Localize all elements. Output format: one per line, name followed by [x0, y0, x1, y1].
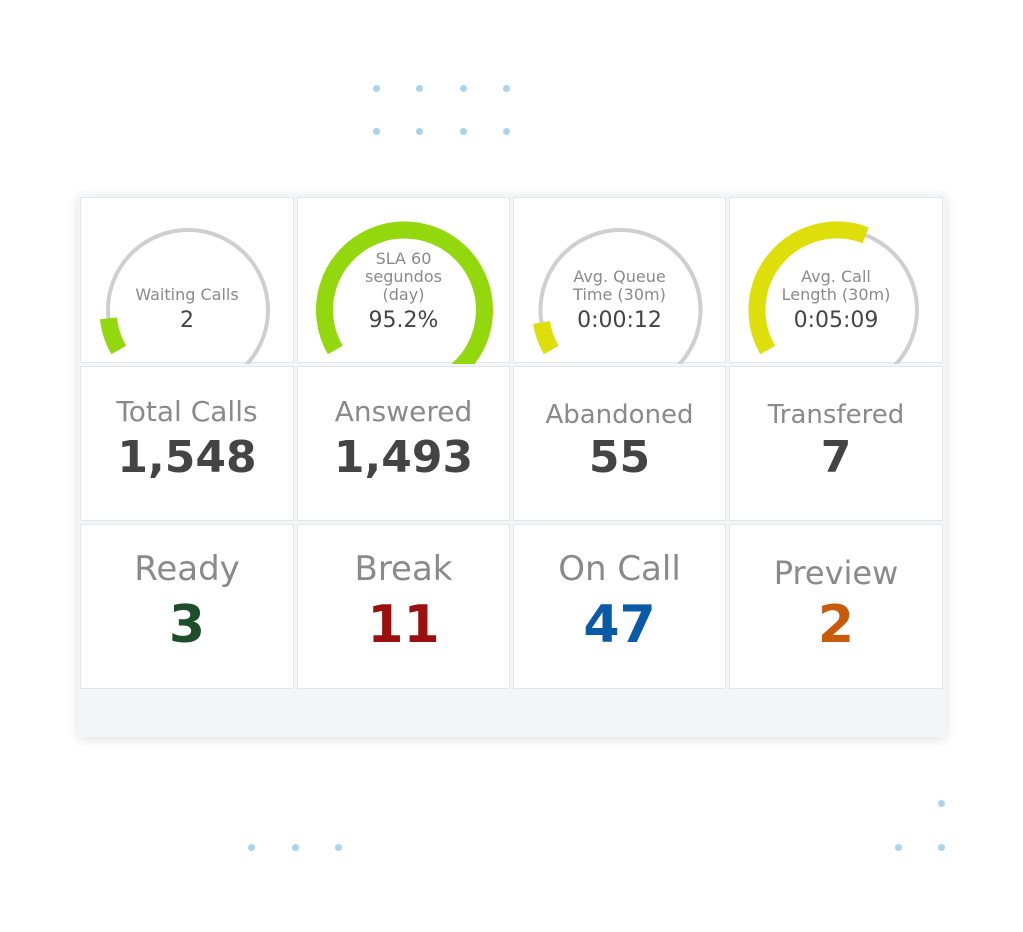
decor-dot [335, 844, 342, 851]
gauge-label-line: (day) [298, 286, 509, 304]
stat-value: 1,548 [81, 433, 293, 483]
gauge-card-avg-call-length: Avg. Call Length (30m) 0:05:09 [729, 197, 943, 363]
decor-dot [416, 128, 423, 135]
decor-dot [460, 85, 467, 92]
stat-label: Abandoned [514, 398, 725, 432]
stat-card-total-calls: Total Calls 1,548 [80, 366, 294, 521]
gauge-label-line: segundos [298, 268, 509, 286]
decor-dot [460, 128, 467, 135]
gauge-label: SLA 60 segundos (day) [298, 250, 509, 304]
gauge-chart [81, 198, 295, 364]
gauge-value: 0:05:09 [730, 308, 942, 334]
gauge-label-line: Waiting Calls [81, 286, 293, 304]
decor-dot [938, 800, 945, 807]
gauge-value: 0:00:12 [514, 308, 725, 334]
stat-label: Answered [298, 395, 509, 429]
decor-dot [503, 85, 510, 92]
agent-card-preview: Preview 2 [729, 524, 943, 689]
stat-value: 7 [730, 433, 942, 483]
gauge-label-line: SLA 60 [298, 250, 509, 268]
gauge-label: Avg. Queue Time (30m) [514, 268, 725, 304]
agent-label: On Call [514, 549, 725, 589]
agent-label: Ready [81, 549, 293, 589]
decor-dot [938, 844, 945, 851]
gauge-card-sla: SLA 60 segundos (day) 95.2% [297, 197, 510, 363]
agent-value: 47 [514, 595, 725, 655]
dashboard-panel: Waiting Calls 2 SLA 60 segundos (day) 95… [78, 195, 946, 737]
stat-value: 1,493 [298, 433, 509, 483]
decor-dot [416, 85, 423, 92]
gauge-label: Waiting Calls [81, 286, 293, 304]
stat-card-abandoned: Abandoned 55 [513, 366, 726, 521]
gauge-label-line: Avg. Queue [514, 268, 725, 286]
decor-dot [895, 844, 902, 851]
agent-label: Preview [730, 553, 942, 593]
gauge-value: 2 [81, 308, 293, 334]
agent-value: 2 [730, 595, 942, 655]
gauge-label: Avg. Call Length (30m) [730, 268, 942, 304]
stat-card-answered: Answered 1,493 [297, 366, 510, 521]
decor-dot [248, 844, 255, 851]
gauge-card-waiting-calls: Waiting Calls 2 [80, 197, 294, 363]
gauge-label-line: Length (30m) [730, 286, 942, 304]
decor-dot [503, 128, 510, 135]
agent-value: 3 [81, 595, 293, 655]
gauge-card-avg-queue-time: Avg. Queue Time (30m) 0:00:12 [513, 197, 726, 363]
gauge-value: 95.2% [298, 308, 509, 334]
stat-label: Total Calls [81, 395, 293, 429]
gauge-label-line: Avg. Call [730, 268, 942, 286]
decor-dot [373, 128, 380, 135]
stat-value: 55 [514, 433, 725, 483]
decor-dot [292, 844, 299, 851]
stat-card-transfered: Transfered 7 [729, 366, 943, 521]
agent-card-ready: Ready 3 [80, 524, 294, 689]
agent-card-on-call: On Call 47 [513, 524, 726, 689]
stat-label: Transfered [730, 398, 942, 432]
agent-label: Break [298, 549, 509, 589]
decor-dot [373, 85, 380, 92]
agent-value: 11 [298, 595, 509, 655]
gauge-label-line: Time (30m) [514, 286, 725, 304]
agent-card-break: Break 11 [297, 524, 510, 689]
